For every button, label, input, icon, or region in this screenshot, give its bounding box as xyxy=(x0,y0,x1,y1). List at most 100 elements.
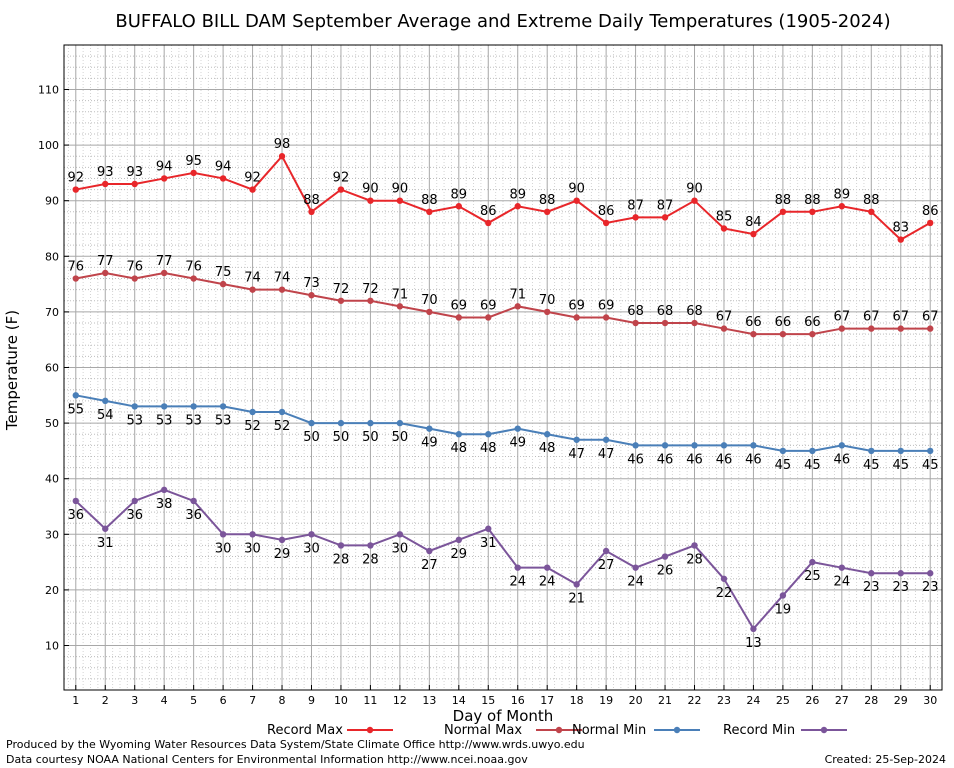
data-label: 69 xyxy=(598,298,615,313)
data-label: 45 xyxy=(892,458,909,473)
series-normal-max: 76 77 76 77 76 75 74 74 73 72 72 71 70 69 69 71 70 69 69 68… xyxy=(68,254,938,338)
data-label: 76 xyxy=(126,260,143,275)
data-point xyxy=(661,319,669,327)
data-label: 50 xyxy=(333,430,350,445)
data-point xyxy=(455,536,463,544)
x-tick-label: 16 xyxy=(511,694,525,707)
data-point xyxy=(160,175,168,182)
data-point xyxy=(102,180,109,188)
data-point xyxy=(868,570,875,577)
data-point xyxy=(927,447,934,455)
data-point xyxy=(720,575,728,582)
data-label: 88 xyxy=(539,193,556,208)
data-point xyxy=(809,208,816,216)
legend-label: Record Max xyxy=(267,723,343,738)
grid xyxy=(64,44,942,691)
data-point xyxy=(190,403,197,410)
x-axis-label: Day of Month xyxy=(453,707,554,725)
data-label: 23 xyxy=(922,580,939,595)
data-label: 30 xyxy=(215,541,232,556)
x-tick-label: 17 xyxy=(540,694,554,707)
data-label: 47 xyxy=(598,447,615,462)
data-point xyxy=(337,186,345,193)
data-label: 69 xyxy=(451,298,468,313)
data-label: 46 xyxy=(716,452,733,467)
x-tick-label: 13 xyxy=(422,694,436,707)
data-point xyxy=(720,442,728,449)
data-point xyxy=(691,442,698,449)
data-point xyxy=(308,419,315,427)
data-label: 46 xyxy=(686,452,703,467)
x-tick-label: 12 xyxy=(393,694,407,707)
data-label: 26 xyxy=(657,564,674,579)
y-tick-label: 90 xyxy=(45,195,59,208)
data-point xyxy=(337,419,345,427)
data-point xyxy=(426,208,433,216)
x-tick-label: 24 xyxy=(746,694,760,707)
data-label: 68 xyxy=(627,304,644,319)
data-point xyxy=(661,442,669,449)
data-label: 72 xyxy=(333,282,350,297)
series-line xyxy=(75,271,931,336)
data-label: 27 xyxy=(598,558,615,573)
data-label: 23 xyxy=(863,580,880,595)
data-point xyxy=(632,442,639,449)
data-label: 67 xyxy=(834,310,851,325)
data-point xyxy=(543,431,551,438)
x-tick-label: 18 xyxy=(570,694,584,707)
data-point xyxy=(278,408,286,416)
data-point xyxy=(308,292,315,299)
data-point xyxy=(838,442,846,449)
data-label: 28 xyxy=(333,552,350,567)
x-tick-label: 26 xyxy=(805,694,819,707)
legend-label: Normal Max xyxy=(444,723,522,738)
data-point xyxy=(160,486,168,494)
data-label: 95 xyxy=(185,154,202,169)
data-point xyxy=(72,186,79,193)
data-point xyxy=(190,275,197,282)
data-label: 77 xyxy=(97,254,114,269)
data-label: 53 xyxy=(156,413,173,428)
x-tick-label: 30 xyxy=(923,694,937,707)
x-tick-label: 15 xyxy=(481,694,495,707)
data-point xyxy=(632,214,639,221)
data-label: 90 xyxy=(362,182,379,197)
data-label: 86 xyxy=(598,204,615,219)
data-point xyxy=(219,403,227,410)
data-label: 98 xyxy=(274,137,291,152)
data-point xyxy=(455,314,463,321)
data-point xyxy=(278,286,286,293)
data-label: 24 xyxy=(627,575,644,590)
x-tick-label: 6 xyxy=(220,694,227,707)
data-label: 31 xyxy=(480,536,497,551)
data-point xyxy=(396,531,404,538)
data-point xyxy=(160,403,168,410)
data-label: 67 xyxy=(716,310,733,325)
data-point xyxy=(868,325,875,332)
data-label: 73 xyxy=(303,276,320,291)
legend-item-normal-min: Normal Min xyxy=(572,723,700,738)
data-point xyxy=(131,497,138,505)
data-label: 93 xyxy=(97,165,114,180)
data-label: 23 xyxy=(892,580,909,595)
data-label: 50 xyxy=(362,430,379,445)
data-label: 88 xyxy=(863,193,880,208)
data-point xyxy=(485,431,492,438)
data-point xyxy=(750,230,757,238)
data-point xyxy=(838,325,846,332)
data-point xyxy=(72,497,79,505)
data-label: 46 xyxy=(657,452,674,467)
x-tick-label: 1 xyxy=(72,694,79,707)
data-label: 13 xyxy=(745,636,762,651)
data-point xyxy=(102,525,109,532)
data-label: 76 xyxy=(68,260,85,275)
data-label: 29 xyxy=(274,547,291,562)
data-point xyxy=(632,319,639,327)
data-label: 28 xyxy=(686,552,703,567)
data-label: 66 xyxy=(775,315,792,330)
data-point xyxy=(72,392,79,399)
x-tick-label: 21 xyxy=(658,694,672,707)
data-label: 68 xyxy=(686,304,703,319)
data-label: 38 xyxy=(156,497,173,512)
